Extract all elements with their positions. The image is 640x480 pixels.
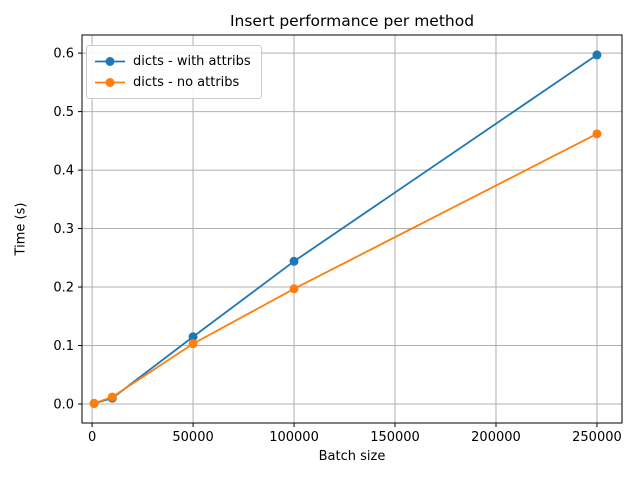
data-point-marker <box>289 284 299 294</box>
x-tick-label: 200000 <box>471 430 521 445</box>
legend-label: dicts - with attribs <box>133 54 251 69</box>
data-point-marker <box>188 339 198 349</box>
y-tick-label: 0.0 <box>53 397 74 412</box>
legend-label: dicts - no attribs <box>133 75 240 90</box>
y-tick-label: 0.5 <box>53 105 74 120</box>
chart-title: Insert performance per method <box>229 12 475 30</box>
legend-marker <box>105 57 115 66</box>
x-tick-label: 250000 <box>572 430 622 445</box>
x-tick-label: 0 <box>88 430 96 445</box>
series-line-0 <box>93 53 598 405</box>
y-tick-label: 0.4 <box>53 164 74 179</box>
y-tick-label: 0.1 <box>53 339 74 354</box>
x-axis-label: Batch size <box>318 449 386 464</box>
series-line-1 <box>93 132 598 405</box>
x-tick-label: 150000 <box>370 430 420 445</box>
legend: dicts - with attribs dicts - no attribs <box>86 45 262 99</box>
data-point-marker <box>289 256 299 266</box>
legend-entry: dicts - with attribs <box>94 51 251 72</box>
data-point-marker <box>188 332 198 342</box>
y-axis-label: Time (s) <box>13 202 29 256</box>
data-point-marker <box>89 398 99 408</box>
legend-entry: dicts - no attribs <box>94 72 251 93</box>
data-point-marker <box>107 392 117 402</box>
y-tick-label: 0.3 <box>53 222 74 237</box>
x-tick-label: 100000 <box>269 430 319 445</box>
legend-sample <box>95 78 125 87</box>
y-tick-label: 0.6 <box>53 47 74 62</box>
legend-sample <box>95 57 125 66</box>
y-tick-label: 0.2 <box>53 281 74 296</box>
data-point-marker <box>592 50 602 60</box>
legend-marker <box>105 78 115 87</box>
x-tick-label: 50000 <box>172 430 213 445</box>
data-point-marker <box>592 129 602 139</box>
